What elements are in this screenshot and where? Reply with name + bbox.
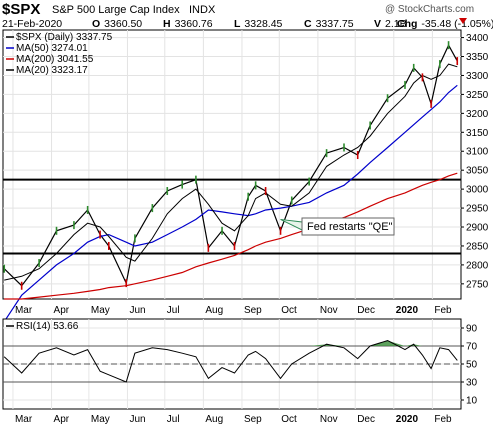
price-tick-label: 3300	[466, 71, 489, 82]
quote-date: 21-Feb-2020	[2, 18, 62, 30]
rsi-tick-label: 30	[466, 378, 478, 389]
rsi-x-label: Oct	[281, 414, 297, 425]
watermark: @ StockCharts.com	[385, 4, 474, 15]
ohlc-value: 3360.50	[104, 18, 142, 30]
ohlc-value: 3337.75	[316, 18, 354, 30]
rsi-x-label: Mar	[15, 414, 33, 425]
rsi-line	[3, 340, 458, 383]
ohlc-key: V	[374, 18, 381, 30]
rsi-x-label: Jun	[129, 414, 145, 425]
price-x-axis: Mar Apr May Jun Jul Aug Sep Oct Nov Dec 2020 Feb	[15, 305, 452, 316]
ohlc-value: -35.48 (-1.05%)	[421, 18, 493, 30]
price-x-label: 2020	[396, 305, 419, 316]
legend-label: MA(200) 3041.55	[16, 54, 94, 65]
rsi-x-label: May	[91, 414, 110, 425]
price-marks	[3, 41, 461, 323]
ohlc-field-chg: Chg -35.48 (-1.05%)	[397, 18, 493, 30]
ohlc-field-v: V 2.1B	[374, 18, 407, 30]
price-panel: 2750 2800 2850 2900 2950 3000 3050 3100 3150 3200…	[2, 29, 489, 323]
price-tick-label: 3100	[466, 147, 489, 158]
price-tick-label: 2900	[466, 223, 489, 234]
ohlc-row: O 3360.50 H 3360.76 L 3328.45 C 3337.75 V 2.1BChg…	[92, 18, 493, 30]
price-tick-label: 3000	[466, 185, 489, 196]
ohlc-value: 2.1B	[385, 18, 407, 30]
rsi-x-label: Feb	[434, 414, 452, 425]
rsi-x-label: 2020	[396, 414, 419, 425]
price-tick-label: 2850	[466, 241, 489, 252]
rsi-panel: 10 30 50 70 90 RSI(14) 53.66	[2, 318, 478, 410]
price-tick-label: 3200	[466, 109, 489, 120]
rsi-grid	[3, 319, 461, 409]
rsi-x-label: Sep	[244, 414, 262, 425]
legend-label: MA(20) 3323.17	[16, 65, 88, 76]
down-triangle-icon	[459, 18, 467, 24]
price-axis: 2750 2800 2850 2900 2950 3000 3050 3100 3150 3200…	[461, 33, 489, 290]
rsi-x-axis: Mar Apr May Jun Jul Aug Sep Oct Nov Dec 2020 Feb	[15, 414, 452, 425]
rsi-tick-label: 50	[466, 360, 478, 371]
exchange-label: INDX	[189, 4, 216, 16]
legend-label: RSI(14) 53.66	[16, 321, 79, 332]
price-tick-label: 3250	[466, 90, 489, 101]
ohlc-value: 3328.45	[244, 18, 282, 30]
price-x-label: Oct	[281, 305, 297, 316]
ohlc-field-l: L 3328.45	[234, 18, 283, 30]
security-name: S&P 500 Large Cap Index	[52, 4, 180, 16]
annotation: Fed restarts "QE"	[280, 217, 395, 236]
annotation-box	[301, 217, 395, 236]
price-x-label: Nov	[320, 305, 338, 316]
ohlc-key: H	[163, 18, 171, 30]
rsi-marks	[3, 340, 458, 383]
price-x-label: Aug	[205, 305, 223, 316]
ohlc-value: 3360.76	[175, 18, 213, 30]
price-tick-label: 2750	[466, 279, 489, 290]
rsi-tick-label: 10	[466, 396, 478, 407]
rsi-tick-label: 70	[466, 342, 478, 353]
ohlc-key: C	[304, 18, 312, 30]
ohlc-field-c: C 3337.75	[304, 18, 354, 30]
rsi-legend: RSI(14) 53.66	[6, 321, 79, 332]
price-x-label: Jul	[167, 305, 180, 316]
symbol-title: $SPX	[2, 1, 40, 18]
price-x-label: Apr	[54, 305, 70, 316]
legend-label: MA(50) 3274.01	[16, 43, 88, 54]
price-tick-label: 2950	[466, 204, 489, 215]
ohlc-field-h: H 3360.76	[163, 18, 213, 30]
ohlc-key: O	[92, 18, 100, 30]
rsi-tick-label: 90	[466, 324, 478, 335]
price-tick-label: 3400	[466, 33, 489, 44]
price-x-label: Jun	[129, 305, 145, 316]
price-x-label: Sep	[244, 305, 262, 316]
ma200-line	[4, 172, 458, 300]
rsi-x-label: Nov	[320, 414, 338, 425]
ohlc-key: Chg	[397, 18, 417, 30]
rsi-axis: 10 30 50 70 90	[461, 324, 478, 407]
rsi-x-label: Dec	[357, 414, 375, 425]
ohlc-key: L	[234, 18, 241, 30]
price-x-label: Mar	[15, 305, 33, 316]
price-tick-label: 2800	[466, 260, 489, 271]
price-x-label: Dec	[357, 305, 375, 316]
price-tick-label: 3350	[466, 52, 489, 63]
rsi-x-label: Aug	[205, 414, 223, 425]
rsi-x-label: Jul	[167, 414, 180, 425]
legend-label: $SPX (Daily) 3337.75	[16, 32, 113, 43]
rsi-x-label: Apr	[54, 414, 70, 425]
price-tick-label: 3050	[466, 166, 489, 177]
price-x-label: May	[91, 305, 110, 316]
annotation-label: Fed restarts "QE"	[307, 221, 393, 233]
price-x-label: Feb	[434, 305, 452, 316]
ohlc-field-o: O 3360.50	[92, 18, 142, 30]
ma20-line	[4, 63, 458, 281]
price-tick-label: 3150	[466, 128, 489, 139]
